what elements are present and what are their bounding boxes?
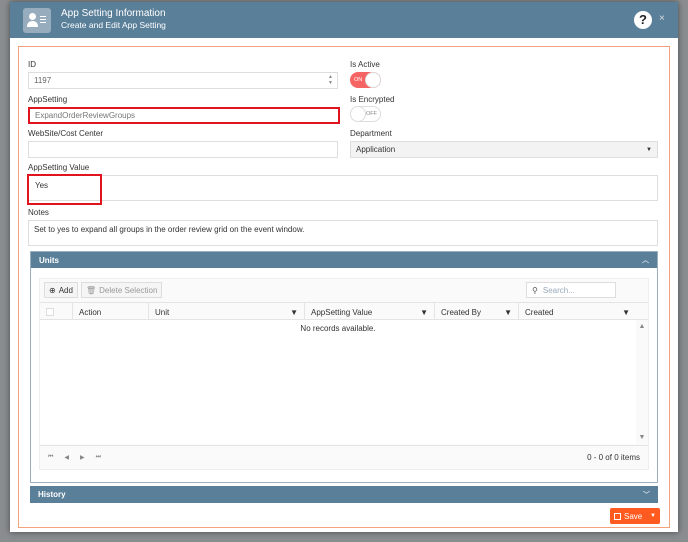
is-active-state: ON (354, 77, 363, 83)
notes-textarea[interactable]: Set to yes to expand all groups in the o… (28, 220, 658, 246)
chevron-down-icon: ﹀ (643, 491, 650, 499)
next-page-icon[interactable]: ▶ (80, 455, 85, 461)
add-button[interactable]: ⊕ Add (44, 282, 78, 298)
last-page-icon[interactable]: ⏭ (95, 454, 102, 460)
is-active-toggle[interactable]: ON (350, 72, 381, 88)
delete-selection-button[interactable]: 🗑 Delete Selection (81, 282, 163, 298)
save-dropdown-button[interactable]: ▼ (646, 513, 656, 519)
appsetting-value-highlight: Yes (27, 174, 102, 205)
empty-message: No records available. (300, 324, 376, 333)
grid-scrollbar[interactable]: ▲ ▼ (636, 320, 648, 444)
form-container (18, 46, 670, 528)
website-label: WebSite/Cost Center (28, 129, 103, 138)
scroll-up-icon[interactable]: ▲ (638, 323, 646, 330)
first-page-icon[interactable]: ⏮ (48, 454, 54, 460)
appsetting-value-text: Yes (35, 181, 49, 190)
save-label: Save (624, 511, 643, 521)
units-panel-header[interactable]: Units ︿ (31, 252, 657, 268)
caret-down-icon: ▼ (650, 513, 656, 519)
department-select[interactable]: Application ▼ (350, 141, 658, 158)
help-button[interactable]: ? (634, 11, 652, 29)
plus-circle-icon: ⊕ (49, 285, 56, 295)
column-created-by[interactable]: Created By ▼ (434, 303, 518, 321)
contact-card-icon (23, 8, 51, 33)
modal-header: App Setting Information Create and Edit … (10, 2, 678, 38)
pager-info: 0 - 0 of 0 items (587, 453, 640, 462)
website-input[interactable] (28, 141, 338, 158)
close-button[interactable]: × (659, 13, 665, 24)
grid-header: Action Unit ▼ AppSetting Value ▼ Created B… (40, 302, 648, 321)
app-setting-modal: App Setting Information Create and Edit … (10, 2, 678, 532)
save-icon (614, 512, 621, 520)
id-label: ID (28, 60, 36, 69)
trash-icon: 🗑 (86, 285, 97, 295)
save-button-group: Save ▼ (610, 508, 660, 524)
column-appsetting-value[interactable]: AppSetting Value ▼ (304, 303, 434, 321)
delete-label: Delete Selection (99, 285, 158, 295)
appsetting-input[interactable]: ExpandOrderReviewGroups (28, 107, 340, 124)
grid-pager: ⏮ ◀ ▶ ⏭ 0 - 0 of 0 items (40, 445, 648, 469)
appsetting-label: AppSetting (28, 95, 68, 104)
grid-body: No records available. ▲ ▼ (40, 320, 648, 444)
column-label: Unit (155, 307, 170, 317)
filter-icon[interactable]: ▼ (504, 307, 512, 317)
notes-label: Notes (28, 208, 49, 217)
column-label: AppSetting Value (311, 307, 373, 317)
column-label: Created (525, 307, 554, 317)
close-icon: × (659, 13, 665, 24)
is-encrypted-label: Is Encrypted (350, 95, 395, 104)
column-unit[interactable]: Unit ▼ (148, 303, 304, 321)
chevron-up-icon: ︿ (642, 257, 649, 264)
question-circle-icon: ? (639, 12, 647, 27)
caret-down-icon: ▼ (646, 146, 652, 153)
modal-title: App Setting Information (61, 8, 166, 19)
column-label: Action (79, 307, 102, 317)
filter-icon[interactable]: ▼ (420, 307, 428, 317)
units-panel: Units ︿ ⊕ Add 🗑 Delete Selection ⚲ Search...… (30, 251, 658, 483)
column-label: Created By (441, 307, 482, 317)
is-encrypted-toggle[interactable]: OFF (350, 106, 381, 122)
spinner-arrows-icon[interactable]: ▲ ▼ (328, 74, 333, 86)
units-grid: ⊕ Add 🗑 Delete Selection ⚲ Search... Action… (39, 278, 649, 470)
select-all-checkbox[interactable] (40, 303, 72, 321)
notes-value: Set to yes to expand all groups in the o… (34, 225, 305, 234)
modal-subtitle: Create and Edit App Setting (61, 20, 166, 30)
prev-page-icon[interactable]: ◀ (64, 455, 70, 461)
search-placeholder: Search... (542, 285, 575, 295)
department-value: Application (356, 145, 396, 154)
department-label: Department (350, 129, 392, 138)
search-input[interactable]: ⚲ Search... (526, 282, 616, 298)
column-action[interactable]: Action (72, 303, 148, 321)
save-button[interactable]: Save (610, 512, 646, 521)
scroll-down-icon[interactable]: ▼ (638, 434, 646, 441)
units-title: Units (39, 255, 59, 265)
appsetting-value-label: AppSetting Value (28, 163, 90, 172)
add-label: Add (58, 285, 73, 295)
id-value: 1197 (34, 76, 52, 85)
filter-icon[interactable]: ▼ (622, 307, 630, 317)
filter-icon[interactable]: ▼ (290, 307, 298, 317)
appsetting-value: ExpandOrderReviewGroups (35, 111, 136, 120)
id-input[interactable]: 1197 ▲ ▼ (28, 72, 338, 89)
history-title: History (38, 490, 66, 499)
search-icon: ⚲ (532, 285, 538, 295)
history-panel-header[interactable]: History ﹀ (30, 486, 658, 503)
is-encrypted-state: OFF (366, 111, 377, 117)
is-active-label: Is Active (350, 60, 380, 69)
appsetting-value-textarea[interactable] (28, 175, 658, 201)
column-created[interactable]: Created ▼ (518, 303, 636, 321)
